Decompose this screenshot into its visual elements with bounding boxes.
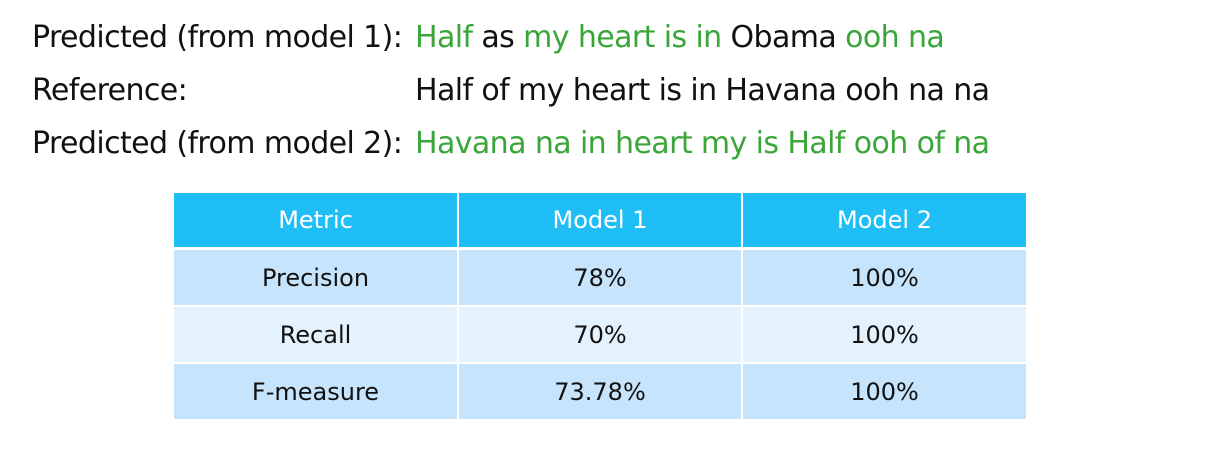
table-row: F-measure 73.78% 100% [174,363,1026,421]
metric-name-cell: Precision [174,248,459,307]
matched-words: Havana na in heart my is Half ooh of na [415,126,990,161]
reference-sentence: Half of my heart is in Havana ooh na na [415,71,990,111]
table-row: Precision 78% 100% [174,248,1026,307]
header-model-2: Model 2 [742,193,1026,250]
unmatched-words: Obama [721,20,846,55]
unmatched-words: Half of my heart is in Havana ooh na na [415,73,990,108]
predicted-model-2-sentence: Havana na in heart my is Half ooh of na [415,124,990,164]
model-1-value-cell: 70% [458,306,743,364]
model-1-value-cell: 73.78% [458,363,743,421]
model-1-value-cell: 78% [458,248,743,307]
model-2-value-cell: 100% [742,248,1026,307]
matched-words: ooh na [845,20,945,55]
metric-name-cell: Recall [174,306,459,364]
reference-label: Reference: [32,73,188,108]
predicted-model-2-label: Predicted (from model 2): [32,126,403,161]
table-header-row: Metric Model 1 Model 2 [174,193,1026,250]
model-2-value-cell: 100% [742,363,1026,421]
predicted-model-1-sentence: Half as my heart is in Obama ooh na [415,18,945,58]
unmatched-words: as [472,20,524,55]
predicted-model-1-label: Predicted (from model 1): [32,20,403,55]
metrics-table: Metric Model 1 Model 2 Precision 78% 100… [174,193,1026,421]
matched-words: my heart is in [523,20,722,55]
header-metric: Metric [174,193,459,250]
header-model-1: Model 1 [458,193,743,250]
metric-name-cell: F-measure [174,363,459,421]
model-2-value-cell: 100% [742,306,1026,364]
table-row: Recall 70% 100% [174,306,1026,364]
matched-words: Half [415,20,473,55]
